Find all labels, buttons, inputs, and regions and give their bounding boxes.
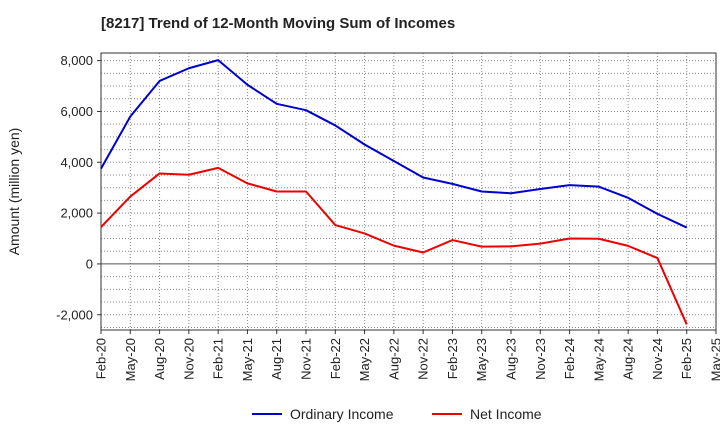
y-tick-label: -2,000 — [56, 307, 93, 322]
x-tick-label: Feb-25 — [679, 338, 694, 379]
chart-title: [8217] Trend of 12-Month Moving Sum of I… — [101, 15, 456, 32]
x-tick-label: May-22 — [357, 338, 372, 381]
x-tick-label: Aug-24 — [621, 338, 636, 380]
x-tick-label: May-24 — [591, 338, 606, 381]
legend-label-net-income: Net Income — [470, 406, 542, 422]
legend-swatch-net-income — [432, 413, 462, 415]
y-tick-label: 2,000 — [60, 206, 93, 221]
x-tick-label: Nov-24 — [650, 338, 665, 380]
plot-frame — [100, 52, 717, 331]
legend-item-ordinary-income: Ordinary Income — [252, 404, 393, 424]
x-tick-label: Feb-22 — [328, 338, 343, 379]
y-tick-label: 0 — [86, 256, 93, 271]
x-tick-label: Feb-20 — [94, 338, 109, 379]
x-tick-label: Aug-20 — [152, 338, 167, 380]
x-tick-label: Feb-21 — [211, 338, 226, 379]
y-tick-label: 4,000 — [60, 155, 93, 170]
y-tick-label: 8,000 — [60, 53, 93, 68]
legend-item-net-income: Net Income — [432, 404, 542, 424]
x-tick-label: May-21 — [240, 338, 255, 381]
chart-legend: Ordinary Income Net Income — [0, 404, 720, 424]
x-tick-label: Aug-21 — [269, 338, 284, 380]
x-tick-label: Aug-22 — [386, 338, 401, 380]
x-tick-label: May-25 — [709, 338, 720, 381]
x-tick-label: Feb-23 — [445, 338, 460, 379]
y-axis-label: Amount (million yen) — [6, 128, 22, 256]
x-tick-label: May-23 — [474, 338, 489, 381]
x-tick-label: Nov-20 — [181, 338, 196, 380]
y-tick-label: 6,000 — [60, 104, 93, 119]
legend-swatch-ordinary-income — [252, 413, 282, 415]
legend-label-ordinary-income: Ordinary Income — [290, 406, 394, 422]
x-tick-label: Feb-24 — [562, 338, 577, 379]
x-tick-label: Nov-23 — [533, 338, 548, 380]
series-line-ordinary-income — [100, 59, 688, 229]
series-line-net-income — [100, 166, 688, 325]
x-tick-label: Nov-21 — [299, 338, 314, 380]
x-tick-label: Aug-23 — [504, 338, 519, 380]
x-tick-label: May-20 — [123, 338, 138, 381]
x-tick-label: Nov-22 — [416, 338, 431, 380]
